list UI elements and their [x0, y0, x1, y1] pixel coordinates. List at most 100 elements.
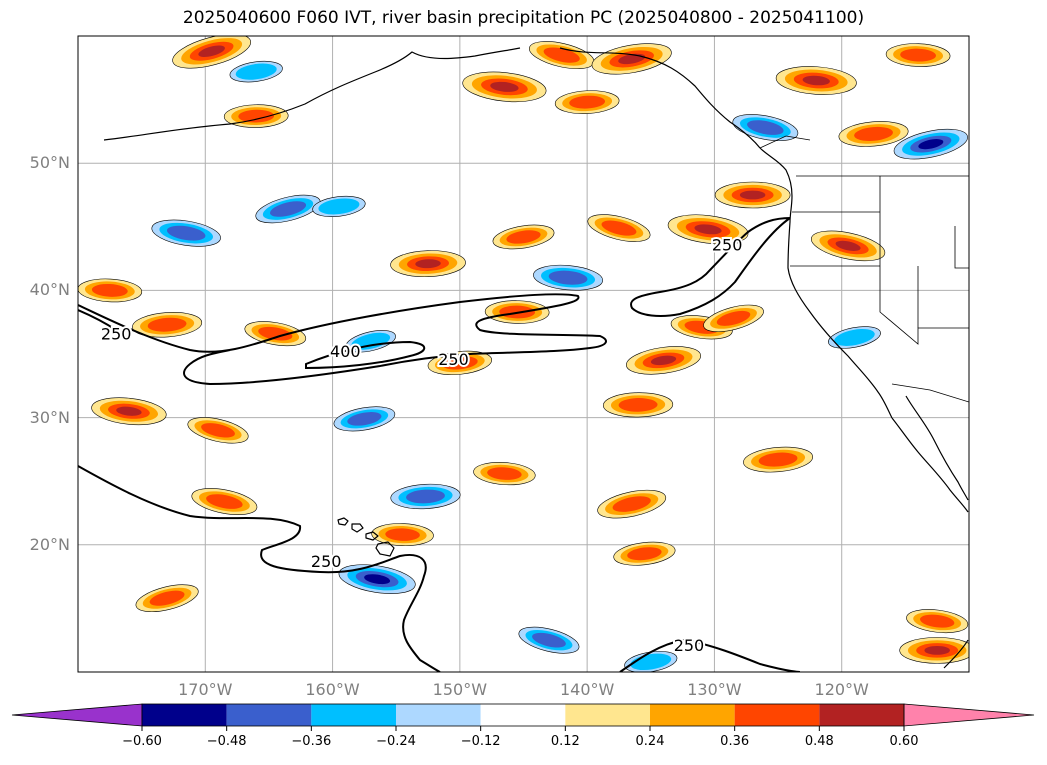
precip-level — [854, 126, 893, 141]
hawaii-kauai — [337, 517, 349, 526]
ivt-contour-label: 250 — [438, 350, 469, 369]
colorbar-tick-label: −0.48 — [206, 734, 247, 749]
precip-level — [351, 332, 391, 350]
precip-area — [838, 121, 909, 147]
precip-level — [618, 398, 658, 412]
precip-area — [533, 264, 603, 291]
coastline-alaska — [103, 47, 521, 141]
precip-level — [835, 240, 861, 251]
coastline-west-south — [787, 221, 893, 419]
precip-area — [135, 584, 199, 613]
precip-level — [364, 574, 391, 585]
border-ca-nv — [879, 266, 969, 345]
precip-level — [548, 270, 588, 285]
colorbar-tick-label: −0.12 — [460, 734, 501, 749]
lat-tick-label: 50°N — [29, 153, 70, 173]
precip-level — [601, 220, 637, 236]
precip-area — [371, 523, 434, 547]
colorbar-segment — [396, 704, 481, 726]
colorbar-segment — [819, 704, 904, 726]
precip-area — [587, 214, 651, 242]
lon-tick-label: 130°W — [687, 680, 742, 699]
precip-level — [532, 632, 566, 648]
precip-level — [487, 467, 522, 480]
ivt-contour-250-north — [630, 217, 791, 317]
ivt-contour-250-south — [78, 465, 441, 672]
precip-area — [132, 312, 203, 338]
precip-area — [255, 194, 321, 224]
border-ut-co — [954, 226, 969, 269]
lon-tick-label: 120°W — [814, 680, 869, 699]
precip-area — [187, 417, 249, 444]
precip-level — [802, 75, 830, 86]
ivt-contours — [78, 217, 801, 672]
precip-areas — [78, 36, 969, 672]
precip-level — [318, 198, 360, 215]
colorbar-frame — [141, 703, 905, 727]
colorbar — [11, 703, 1035, 731]
ivt-contour-label: 250 — [101, 324, 132, 343]
precip-level — [716, 310, 751, 326]
colorbar-segment — [565, 704, 650, 726]
lat-tick-label: 40°N — [29, 280, 70, 300]
lat-tick-label: 20°N — [29, 534, 70, 554]
border-bc-ab — [759, 135, 811, 149]
ivt-contour-label: 400 — [330, 342, 361, 361]
precip-level — [569, 95, 606, 109]
precip-level — [206, 494, 243, 509]
ivt-contour-label: 250 — [311, 552, 342, 571]
precip-level — [201, 423, 235, 438]
precip-level — [739, 190, 766, 200]
precip-level — [924, 645, 950, 655]
precip-area — [338, 564, 416, 594]
precip-area — [151, 219, 221, 247]
precip-level — [612, 496, 651, 512]
ivt-contour-250-southeast — [619, 638, 801, 672]
precip-area — [885, 43, 951, 67]
ivt-contour-400 — [305, 340, 426, 370]
colorbar-tick-label: 0.36 — [720, 734, 750, 749]
map-frame — [77, 35, 970, 673]
precip-area — [906, 609, 969, 634]
precip-level — [758, 452, 798, 467]
precip-level — [919, 614, 955, 628]
precip-level — [198, 45, 225, 58]
colorbar-tick-label: −0.36 — [291, 734, 332, 749]
precip-area — [518, 626, 580, 654]
precip-area — [78, 278, 143, 303]
precip-level — [235, 63, 277, 80]
precip-level — [147, 317, 187, 332]
precip-area — [191, 488, 258, 515]
chart-title: 2025040600 F060 IVT, river basin precipi… — [182, 8, 865, 28]
border-us-mexico — [891, 383, 969, 403]
precip-area — [828, 326, 881, 349]
precip-level — [543, 47, 580, 63]
colorbar-tick-label: 0.12 — [550, 734, 580, 749]
precip-area — [91, 397, 167, 426]
precip-area — [462, 71, 547, 103]
precip-level — [747, 120, 784, 135]
state-borders — [759, 135, 969, 403]
ivt-contour-250-central — [78, 293, 607, 386]
precip-level — [415, 259, 441, 269]
precip-area — [529, 41, 595, 70]
precip-level — [238, 109, 275, 123]
precip-area — [172, 36, 251, 69]
precip-level — [347, 412, 382, 426]
lon-tick-label: 150°W — [432, 680, 488, 699]
ivt-contour-label: 250 — [674, 636, 705, 655]
precip-area — [390, 250, 466, 278]
precip-level — [91, 283, 128, 297]
colorbar-extend-high — [903, 703, 1035, 727]
lon-tick-label: 160°W — [305, 680, 360, 699]
colorbar-tick-label: 0.24 — [635, 734, 665, 749]
precip-area — [743, 446, 814, 473]
precip-area — [229, 60, 283, 83]
hawaii-oahu — [351, 523, 364, 533]
hawaii-maui — [365, 531, 379, 541]
precip-area — [714, 181, 791, 209]
precip-level — [490, 81, 519, 92]
colorbar-segment — [311, 704, 396, 726]
precip-area — [775, 66, 857, 95]
